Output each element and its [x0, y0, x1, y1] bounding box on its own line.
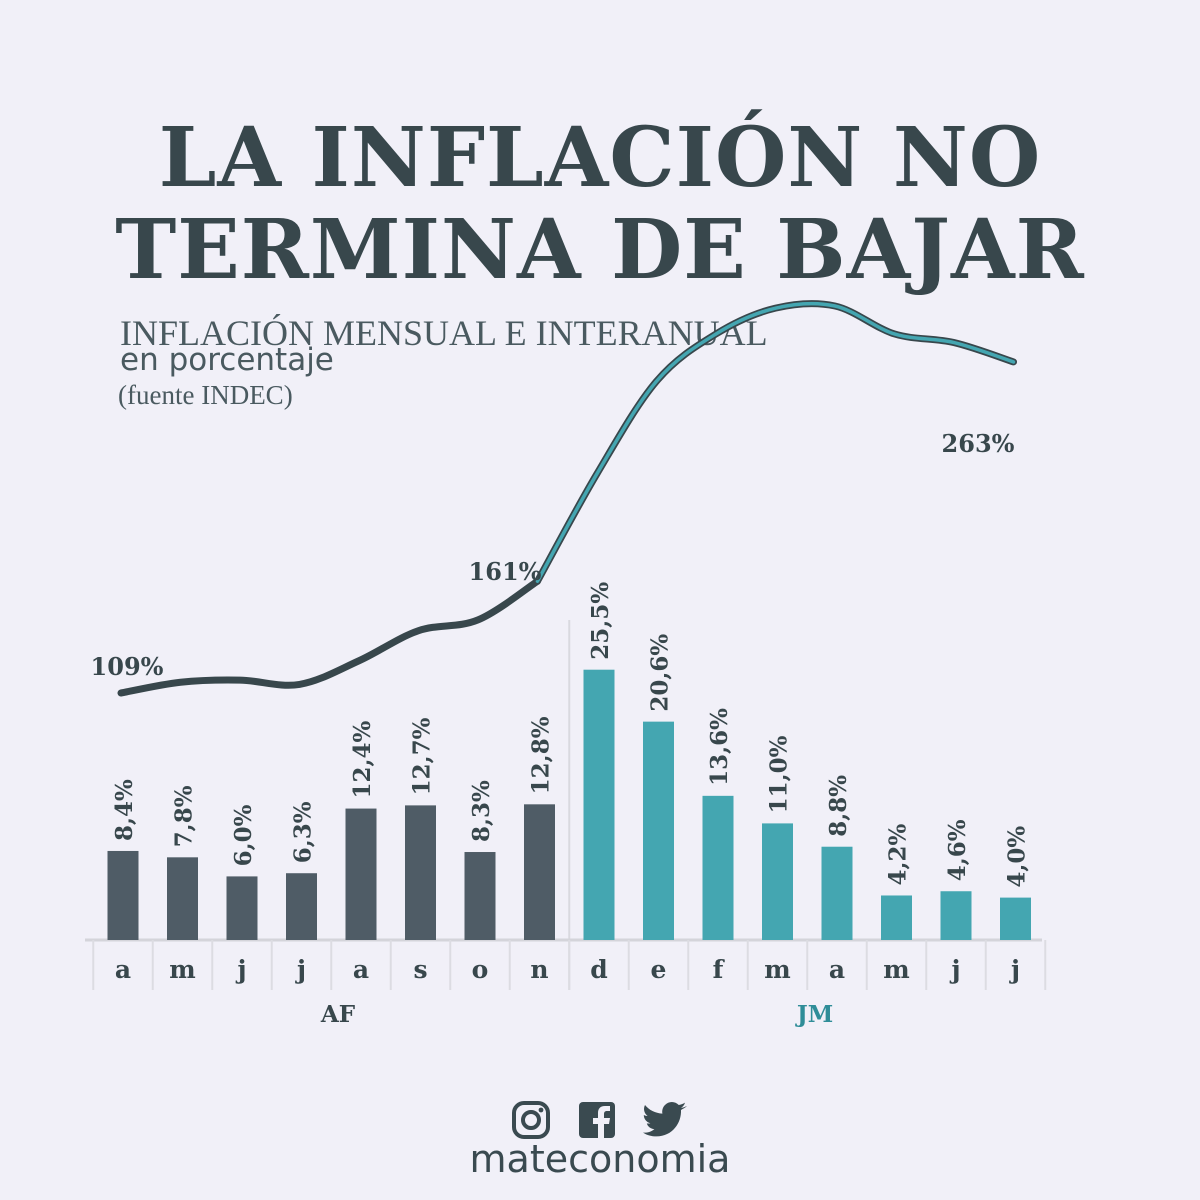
bar-1 [167, 857, 198, 940]
bar-value-label-0: 8,4% [111, 779, 138, 841]
yoy-line-af [117, 577, 541, 697]
instagram-icon[interactable] [511, 1100, 551, 1140]
category-label-10: f [713, 955, 726, 984]
category-label-2: j [235, 955, 246, 984]
bar-value-label-13: 4,2% [885, 823, 912, 885]
facebook-icon[interactable] [577, 1100, 617, 1140]
category-label-13: m [883, 955, 909, 984]
bar-7 [524, 804, 555, 940]
category-label-6: o [472, 955, 489, 984]
subtitle-source: (fuente INDEC) [118, 380, 293, 410]
category-label-9: e [651, 955, 667, 984]
bar-13 [881, 895, 912, 940]
group-label-af: AF [320, 1001, 356, 1028]
bar-15 [1000, 897, 1031, 940]
bar-value-label-10: 13,6% [706, 708, 733, 786]
yoy-line-jm [535, 301, 1016, 583]
inflation-chart: 8,4% 7,8% 6,0% 6,3% 12,4% 12,7% 8,3% 12,8% 25,5%… [85, 300, 1047, 1028]
bar-value-label-4: 12,4% [349, 721, 376, 799]
bar-8 [583, 669, 615, 940]
bar-value-label-5: 12,7% [409, 717, 436, 795]
chart-title: LA INFLACIÓN NO TERMINA DE BAJAR [0, 112, 1200, 296]
bar-value-label-2: 6,0% [230, 804, 257, 866]
bar-value-label-7: 12,8% [528, 716, 555, 794]
bar-11 [762, 823, 793, 940]
category-label-12: a [829, 955, 845, 984]
bar-value-label-14: 4,6% [944, 819, 971, 881]
subtitle-unit: en porcentaje [120, 342, 334, 378]
bar-value-label-8: 25,5% [587, 582, 614, 660]
category-label-4: a [353, 955, 369, 984]
twitter-icon[interactable] [643, 1100, 689, 1140]
bar-5 [405, 805, 436, 940]
category-label-7: n [530, 955, 548, 984]
bar-value-label-6: 8,3% [468, 780, 495, 842]
category-label-11: m [764, 955, 790, 984]
bar-value-label-9: 20,6% [647, 634, 674, 712]
category-label-3: j [295, 955, 306, 984]
bar-value-label-11: 11,0% [766, 735, 793, 813]
bar-12 [821, 846, 853, 940]
bar-4 [345, 808, 377, 940]
category-label-5: s [413, 955, 427, 984]
brand-name: mateconomia [469, 1137, 731, 1181]
title-line-1: LA INFLACIÓN NO [158, 110, 1042, 206]
category-label-1: m [169, 955, 195, 984]
bar-3 [286, 873, 317, 940]
title-line-2: TERMINA DE BAJAR [115, 202, 1085, 298]
subtitle: INFLACIÓN MENSUAL E INTERANUAL [120, 313, 768, 353]
line-label-7: 161% [469, 557, 542, 586]
bar-value-label-1: 7,8% [171, 785, 198, 847]
bar-value-label-12: 8,8% [825, 775, 852, 837]
bar-2 [226, 876, 258, 940]
group-label-jm: JM [795, 1001, 833, 1028]
line-label-0: 109% [91, 652, 164, 681]
line-label-15: 263% [942, 429, 1015, 458]
category-label-8: d [590, 955, 607, 984]
bar-0 [107, 850, 139, 940]
category-label-0: a [115, 955, 131, 984]
bar-value-label-3: 6,3% [290, 801, 317, 863]
category-label-14: j [949, 955, 960, 984]
bar-value-label-15: 4,0% [1004, 826, 1031, 888]
bar-9 [643, 721, 674, 940]
bar-6 [464, 852, 496, 940]
bar-10 [702, 795, 734, 940]
category-label-15: j [1009, 955, 1020, 984]
social-icons [0, 1100, 1200, 1140]
bar-14 [940, 891, 972, 940]
